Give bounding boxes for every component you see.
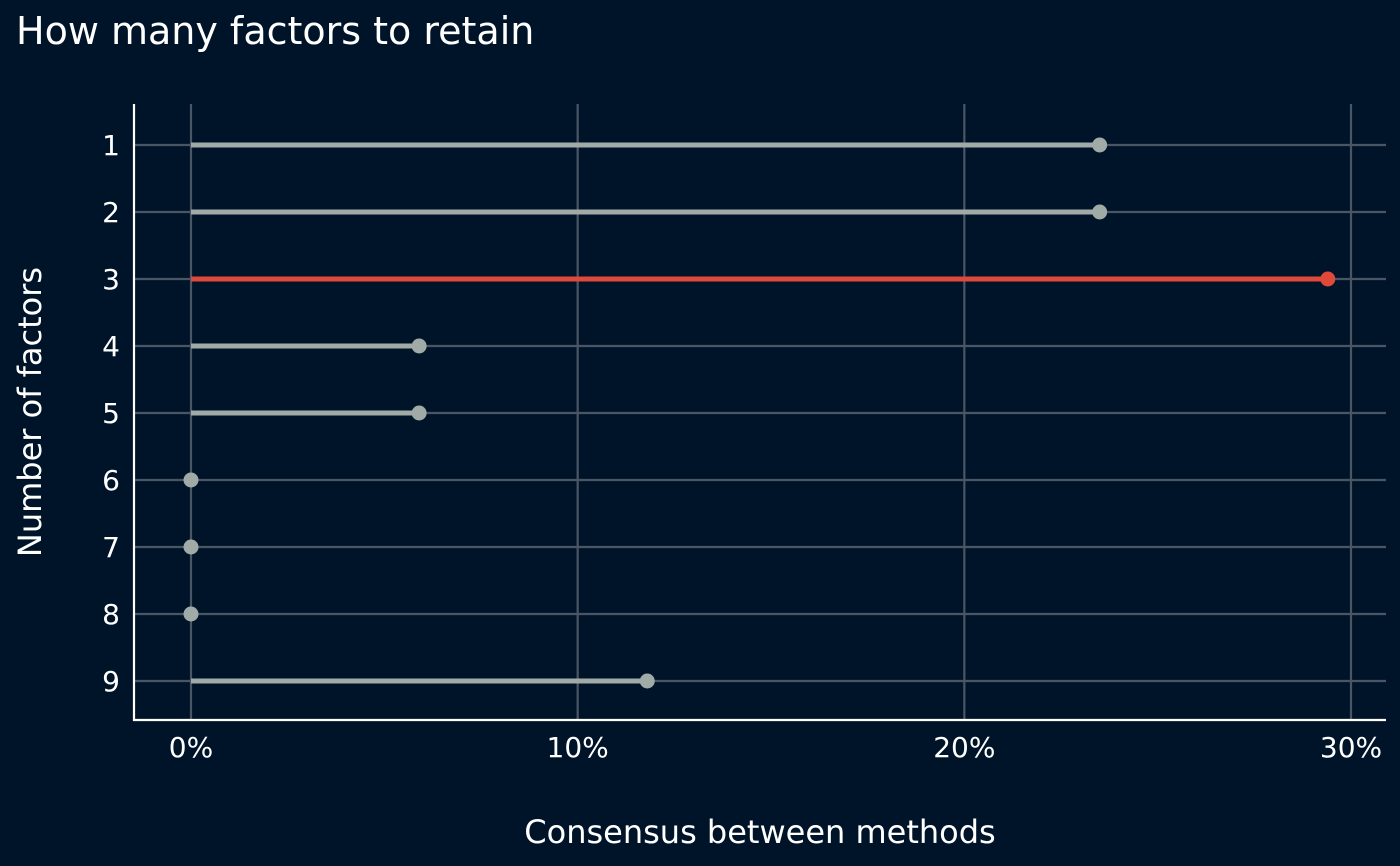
lollipop-point — [1092, 137, 1108, 153]
y-tick-label: 5 — [102, 397, 120, 430]
lollipop-point — [639, 673, 655, 689]
y-tick-label: 6 — [102, 464, 120, 497]
x-tick-label: 30% — [1320, 731, 1382, 764]
x-tick-label: 10% — [547, 731, 609, 764]
lollipop-point — [411, 338, 427, 354]
axis-layer — [132, 104, 1386, 722]
lollipop-point — [183, 539, 199, 555]
label-layer: 0% 10% 20% 30% 1 2 3 4 5 6 7 8 9 — [102, 129, 1382, 764]
marks-layer — [183, 137, 1336, 689]
x-axis-title: Consensus between methods — [524, 813, 995, 851]
lollipop-point — [183, 606, 199, 622]
y-axis-title: Number of factors — [11, 267, 49, 557]
y-tick-label: 8 — [102, 598, 120, 631]
x-tick-label: 0% — [169, 731, 213, 764]
lollipop-point — [411, 405, 427, 421]
y-tick-label: 7 — [102, 531, 120, 564]
y-tick-label: 4 — [102, 330, 120, 363]
lollipop-point — [1092, 204, 1108, 220]
x-tick-label: 20% — [933, 731, 995, 764]
y-tick-label: 3 — [102, 263, 120, 296]
y-tick-label: 9 — [102, 665, 120, 698]
lollipop-point — [183, 472, 199, 488]
y-tick-label: 1 — [102, 129, 120, 162]
chart-title: How many factors to retain — [16, 9, 534, 53]
y-tick-label: 2 — [102, 196, 120, 229]
lollipop-point — [1320, 271, 1336, 287]
